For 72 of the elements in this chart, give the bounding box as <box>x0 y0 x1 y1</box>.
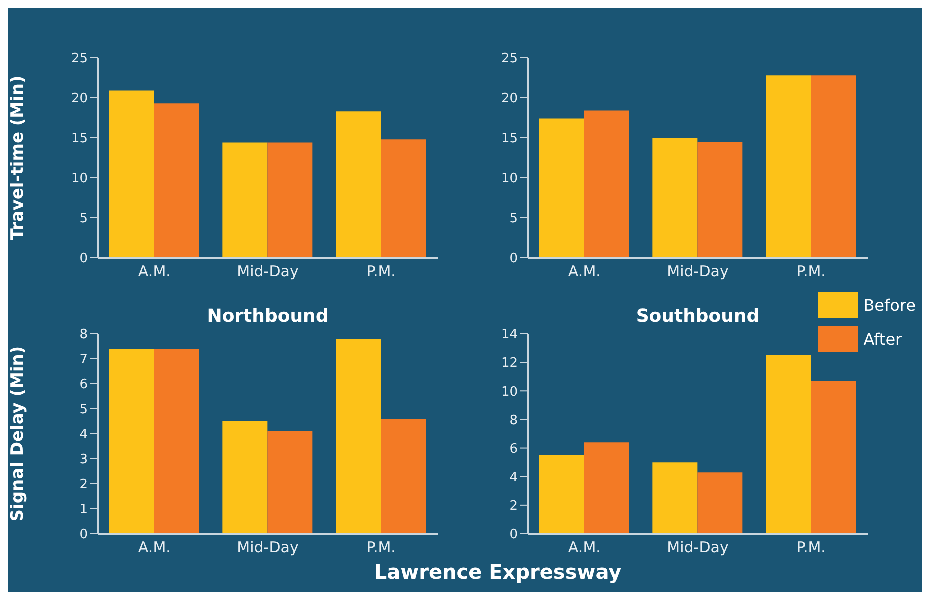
y-tick-label: 2 <box>510 499 518 514</box>
bar <box>336 339 381 534</box>
y-tick-label: 15 <box>71 132 88 147</box>
x-tick-label: A.M. <box>568 262 601 281</box>
x-tick-label: A.M. <box>568 538 601 557</box>
y-tick-label: 0 <box>80 528 88 543</box>
x-tick-label: P.M. <box>366 538 396 557</box>
y-tick-label: 8 <box>80 328 88 343</box>
y-tick-label: 25 <box>71 52 88 67</box>
bar <box>811 76 856 258</box>
x-tick-label: A.M. <box>138 262 171 281</box>
y-tick-label: 12 <box>501 356 518 372</box>
bar <box>811 381 856 534</box>
y-tick-label: 1 <box>80 502 88 518</box>
y-tick-label: 5 <box>510 212 518 227</box>
y-tick-label: 0 <box>80 252 88 267</box>
y-tick-label: 25 <box>501 52 518 67</box>
y-tick-label: 10 <box>501 384 518 400</box>
x-tick-label: Mid-Day <box>667 538 729 557</box>
bar <box>268 142 313 258</box>
bar <box>109 90 154 258</box>
bar <box>381 140 426 258</box>
bar <box>652 138 698 258</box>
y-tick-label: 4 <box>80 428 88 443</box>
bar <box>584 442 630 534</box>
x-tick-label: Mid-Day <box>237 262 299 281</box>
legend-label: Before <box>864 296 916 314</box>
bar <box>652 462 698 534</box>
x-tick-label: P.M. <box>796 262 826 281</box>
bar <box>109 349 154 534</box>
x-tick-label: P.M. <box>366 262 396 281</box>
y-tick-label: 5 <box>80 402 88 418</box>
y-tick-label: 2 <box>80 478 88 493</box>
y-tick-label: 7 <box>80 352 88 368</box>
text: Lawrence Expressway <box>373 560 623 584</box>
y-axis-title: Travel-time (Min) <box>8 76 28 240</box>
bar <box>539 455 584 534</box>
bar <box>381 419 426 534</box>
x-tick-label: Mid-Day <box>667 262 729 281</box>
y-tick-label: 10 <box>71 172 88 187</box>
y-tick-label: 8 <box>510 413 518 428</box>
bar <box>766 355 811 534</box>
y-tick-label: 6 <box>80 378 88 393</box>
x-tick-label: Mid-Day <box>237 538 299 557</box>
x-tick-label: A.M. <box>138 538 171 557</box>
y-tick-label: 0 <box>510 252 518 267</box>
bar <box>539 118 584 258</box>
x-tick-label: P.M. <box>796 538 826 557</box>
y-tick-label: 10 <box>501 172 518 187</box>
bar <box>584 110 630 258</box>
bar <box>698 142 743 258</box>
y-tick-label: 14 <box>501 328 518 343</box>
bar <box>154 349 200 534</box>
bar <box>698 472 743 534</box>
bar <box>222 142 268 258</box>
bar <box>222 422 268 534</box>
legend-label: After <box>864 330 902 348</box>
y-tick-label: 3 <box>80 452 88 468</box>
x-axis-title: Northbound <box>206 306 330 327</box>
y-tick-label: 5 <box>80 212 88 227</box>
y-tick-label: 0 <box>510 528 518 543</box>
y-tick-label: 15 <box>501 132 518 147</box>
y-axis-title: Signal Delay (Min) <box>8 346 28 522</box>
bar <box>766 76 811 258</box>
bar <box>154 104 200 258</box>
y-tick-label: 6 <box>510 442 518 457</box>
bar <box>336 112 381 258</box>
y-tick-label: 20 <box>71 92 88 107</box>
y-tick-label: 4 <box>510 470 518 486</box>
y-tick-label: 20 <box>501 92 518 107</box>
bar <box>268 432 313 534</box>
x-axis-title: Southbound <box>636 306 760 327</box>
